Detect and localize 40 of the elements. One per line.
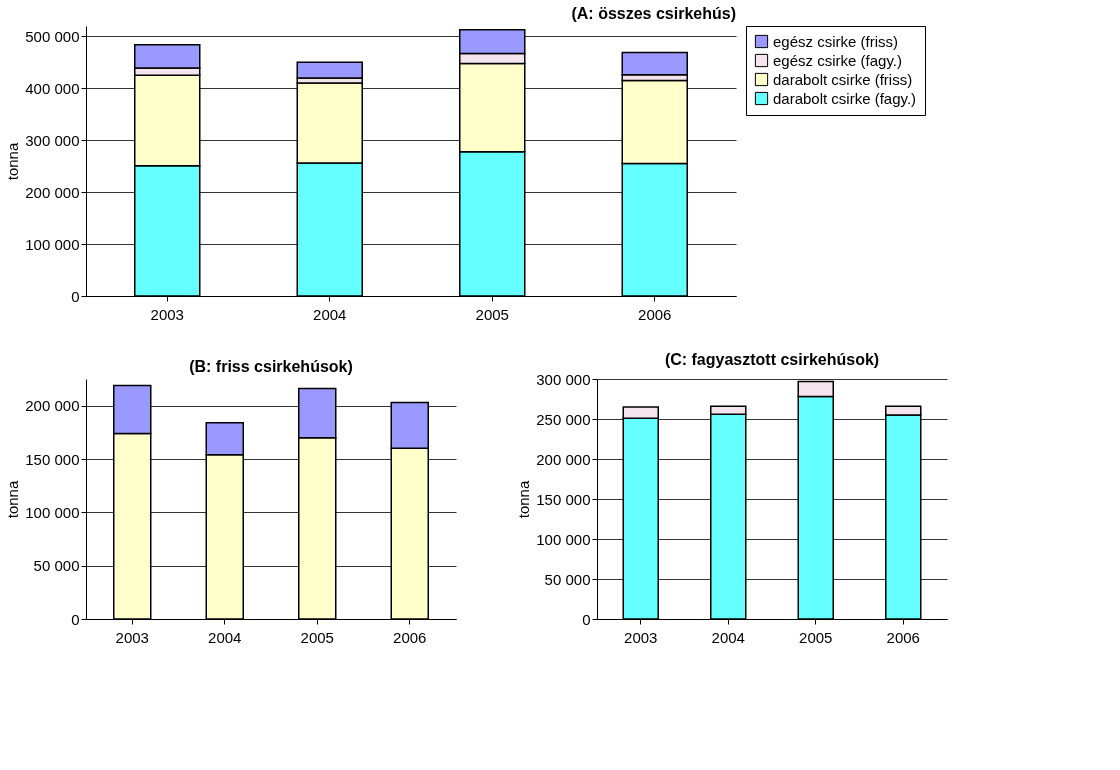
x-tick-label: 2003 (624, 628, 658, 646)
y-tick-label: 100 000 (536, 530, 591, 548)
y-tick-label: 300 000 (25, 131, 80, 149)
y-tick-label: 150 000 (536, 490, 591, 508)
y-tick-label: 200 000 (25, 183, 80, 201)
y-tick-label: 0 (582, 610, 591, 628)
x-tick-label: 2004 (313, 305, 347, 323)
x-tick-label: 2005 (300, 628, 334, 646)
x-tick-label: 2003 (115, 628, 149, 646)
legend-label: darabolt csirke (fagy.) (773, 89, 917, 107)
x-tick-label: 2005 (475, 305, 509, 323)
y-tick-label: 250 000 (536, 410, 591, 428)
y-tick-label: 50 000 (544, 570, 591, 588)
y-tick-label: 100 000 (25, 503, 80, 521)
legend-label: egész csirke (friss) (773, 32, 899, 50)
x-tick-label: 2004 (208, 628, 242, 646)
y-tick-label: 300 000 (536, 370, 591, 388)
y-tick-label: 200 000 (25, 397, 80, 415)
y-axis-title: tonna (515, 480, 533, 519)
y-tick-label: 400 000 (25, 79, 80, 97)
legend-label: egész csirke (fagy.) (773, 51, 902, 69)
y-tick-label: 500 000 (25, 27, 80, 45)
x-tick-label: 2004 (711, 628, 745, 646)
x-tick-label: 2006 (638, 305, 672, 323)
y-tick-label: 100 000 (25, 235, 80, 253)
x-tick-label: 2005 (799, 628, 833, 646)
y-tick-label: 0 (71, 610, 80, 628)
x-tick-label: 2006 (886, 628, 920, 646)
legend-label: darabolt csirke (friss) (773, 70, 913, 88)
x-tick-label: 2006 (393, 628, 427, 646)
chart-title: (B: friss csirkehúsok) (189, 358, 353, 375)
y-axis-title: tonna (4, 142, 22, 181)
y-tick-label: 0 (71, 287, 80, 305)
y-axis-title: tonna (4, 480, 22, 519)
x-tick-label: 2003 (150, 305, 184, 323)
y-tick-label: 150 000 (25, 450, 80, 468)
y-tick-label: 200 000 (536, 450, 591, 468)
y-tick-label: 50 000 (33, 557, 80, 575)
chart-title: (C: fagyasztott csirkehúsok) (664, 351, 880, 368)
chart-title: (A: összes csirkehús) (571, 4, 736, 22)
